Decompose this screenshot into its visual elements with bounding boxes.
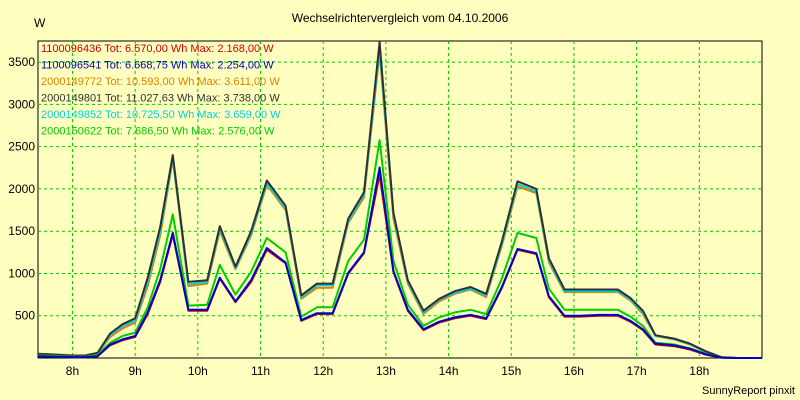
x-tick-label: 14h: [439, 364, 459, 378]
x-tick-label: 12h: [313, 364, 333, 378]
chart-title: Wechselrichtervergleich vom 04.10.2006: [292, 11, 509, 25]
legend-entry-1: 1100096436 Tot: 6.570,00 Wh Max: 2.168,0…: [41, 43, 274, 55]
x-tick-label: 15h: [501, 364, 521, 378]
x-tick-label: 10h: [188, 364, 208, 378]
x-tick-label: 8h: [66, 364, 79, 378]
plot-area: [37, 40, 763, 359]
legend-entry-3: 2000149772 Tot: 10.593,00 Wh Max: 3.611,…: [41, 76, 280, 88]
y-tick-label: 500: [15, 309, 35, 323]
y-tick-label: 2500: [8, 140, 35, 154]
y-tick-label: 2000: [8, 182, 35, 196]
y-tick-label: 3000: [8, 97, 35, 111]
x-tick-label: 17h: [627, 364, 647, 378]
y-axis-unit: W: [34, 16, 46, 30]
series-line-6: [37, 139, 762, 359]
x-axis-ticks: 8h 9h 10h 11h 12h 13h 14h 15h 16h 17h 18h: [66, 364, 710, 378]
y-tick-label: 3500: [8, 55, 35, 69]
series-line-4: [37, 41, 762, 359]
x-tick-label: 11h: [251, 364, 270, 378]
x-tick-label: 13h: [376, 364, 396, 378]
legend-entry-5: 2000149852 Tot: 10.725,50 Wh Max: 3.659,…: [41, 109, 281, 121]
series-lines: [37, 41, 762, 359]
footer-credit: SunnyReport pinxit: [702, 385, 795, 397]
y-tick-label: 1500: [8, 224, 35, 238]
x-tick-label: 9h: [128, 364, 141, 378]
x-tick-label: 16h: [564, 364, 584, 378]
y-axis-ticks: 500 1000 1500 2000 2500 3000 3500: [8, 55, 35, 323]
y-tick-label: 1000: [8, 266, 35, 280]
legend-entry-4: 2000149801 Tot: 11.027,63 Wh Max: 3.738,…: [41, 93, 280, 105]
legend-entry-2: 1100096541 Tot: 6.668,75 Wh Max: 2.254,0…: [41, 60, 274, 72]
legend: 1100096436 Tot: 6.570,00 Wh Max: 2.168,0…: [41, 43, 281, 138]
series-line-2: [37, 166, 762, 359]
x-tick-label: 18h: [689, 364, 709, 378]
legend-entry-6: 2000150622 Tot: 7.686,50 Wh Max: 2.576,0…: [41, 126, 275, 138]
